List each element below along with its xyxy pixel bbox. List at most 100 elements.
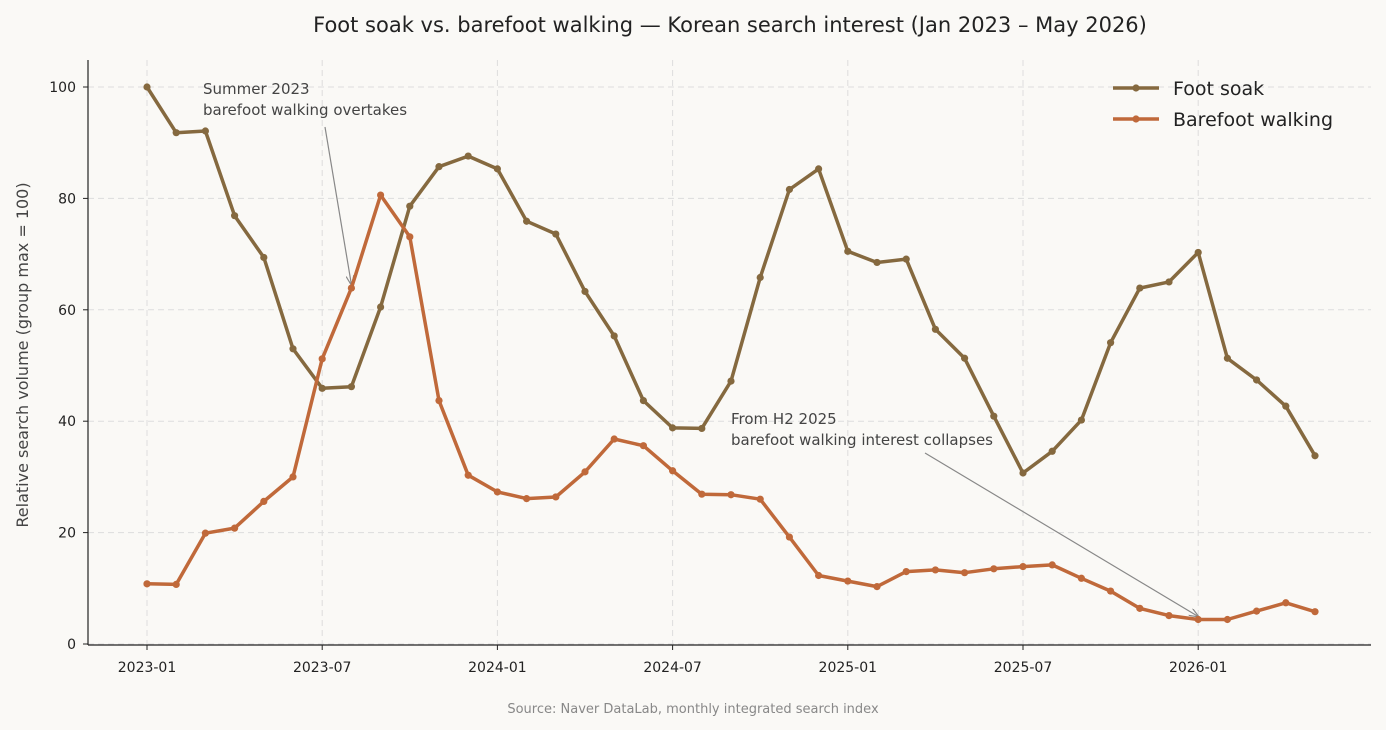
data-point bbox=[931, 566, 940, 574]
data-point bbox=[931, 325, 940, 333]
data-point bbox=[406, 233, 414, 241]
x-tick-label: 2026-01 bbox=[1169, 660, 1228, 676]
data-point bbox=[1136, 284, 1144, 292]
x-tick-label: 2025-07 bbox=[994, 660, 1053, 676]
data-point bbox=[669, 424, 677, 432]
data-point bbox=[698, 424, 706, 433]
data-point bbox=[1253, 376, 1261, 384]
data-point bbox=[844, 247, 852, 255]
data-point bbox=[172, 129, 180, 137]
data-point bbox=[347, 383, 355, 391]
data-point bbox=[639, 396, 648, 405]
data-point bbox=[143, 83, 151, 91]
y-tick-label: 20 bbox=[58, 526, 76, 542]
x-tick-label: 2024-01 bbox=[468, 660, 527, 676]
legend-swatch-marker bbox=[1132, 115, 1140, 123]
data-point bbox=[435, 163, 443, 171]
axes: 0 20 40 60 80 100 2023-01 2023-07 2024-01 2024-07… bbox=[49, 60, 1371, 676]
data-point bbox=[1165, 611, 1173, 620]
annotation-arrow bbox=[324, 126, 351, 285]
data-point bbox=[1107, 587, 1115, 595]
legend: Foot soak Barefoot walking bbox=[1113, 78, 1333, 131]
x-tick-label: 2023-01 bbox=[118, 660, 177, 676]
data-point bbox=[669, 467, 677, 475]
data-point bbox=[347, 284, 355, 292]
data-point bbox=[1282, 402, 1290, 410]
chart-title: Foot soak vs. barefoot walking — Korean … bbox=[313, 13, 1147, 37]
data-point bbox=[493, 165, 501, 173]
annotation-text: Summer 2023 bbox=[203, 80, 310, 98]
data-point bbox=[581, 287, 589, 296]
annotation-text: barefoot walking overtakes bbox=[203, 101, 407, 119]
data-point bbox=[1223, 354, 1231, 362]
y-tick-label: 0 bbox=[67, 637, 76, 653]
data-point bbox=[289, 345, 297, 353]
data-point bbox=[552, 230, 560, 238]
data-point bbox=[756, 273, 764, 282]
x-tick-label: 2023-07 bbox=[293, 660, 352, 676]
grid bbox=[88, 60, 1371, 645]
data-point bbox=[902, 255, 910, 263]
data-point bbox=[552, 493, 560, 501]
x-tick-label: 2025-01 bbox=[819, 660, 878, 676]
data-point bbox=[143, 580, 151, 588]
data-point bbox=[1048, 447, 1056, 455]
annotation-text: From H2 2025 bbox=[731, 410, 837, 428]
data-point bbox=[610, 435, 618, 443]
data-point bbox=[523, 495, 531, 503]
data-point bbox=[1194, 615, 1202, 624]
series-layer bbox=[143, 83, 1319, 624]
data-point bbox=[201, 529, 209, 537]
data-point bbox=[727, 491, 735, 499]
data-point bbox=[377, 191, 385, 199]
data-point bbox=[727, 377, 735, 385]
data-point bbox=[172, 580, 180, 589]
data-point bbox=[406, 202, 414, 210]
data-point bbox=[1136, 604, 1144, 612]
data-point bbox=[464, 471, 472, 479]
data-point bbox=[990, 412, 998, 420]
series-barefoot-walking bbox=[143, 191, 1319, 624]
data-point bbox=[231, 524, 239, 532]
data-point bbox=[464, 152, 472, 160]
data-point bbox=[1107, 339, 1115, 347]
annotation-arrow bbox=[924, 452, 1198, 616]
legend-label: Barefoot walking bbox=[1173, 109, 1333, 131]
legend-label: Foot soak bbox=[1173, 78, 1264, 100]
data-point bbox=[1165, 278, 1173, 286]
data-point bbox=[990, 565, 998, 573]
data-point bbox=[1311, 608, 1319, 616]
y-tick-label: 40 bbox=[58, 414, 76, 430]
data-point bbox=[610, 332, 618, 340]
data-point bbox=[493, 488, 501, 496]
y-tick-label: 80 bbox=[58, 191, 76, 207]
data-point bbox=[756, 495, 764, 503]
series-foot-soak bbox=[143, 83, 1319, 477]
data-point bbox=[873, 583, 881, 591]
data-point bbox=[318, 355, 326, 363]
data-point bbox=[785, 185, 794, 194]
data-point bbox=[639, 442, 648, 450]
data-point bbox=[523, 217, 531, 225]
data-point bbox=[1077, 416, 1085, 424]
data-point bbox=[815, 165, 823, 173]
data-point bbox=[1019, 562, 1027, 571]
source-note: Source: Naver DataLab, monthly integrate… bbox=[507, 702, 879, 717]
data-point bbox=[961, 569, 969, 577]
x-tick-label: 2024-07 bbox=[643, 660, 702, 676]
y-tick-label: 100 bbox=[49, 80, 76, 96]
y-axis-title: Relative search volume (group max = 100) bbox=[13, 182, 32, 527]
data-point bbox=[260, 497, 268, 506]
data-point bbox=[902, 567, 910, 576]
data-point bbox=[785, 533, 794, 541]
data-point bbox=[201, 127, 209, 135]
data-point bbox=[815, 571, 823, 580]
data-point bbox=[1282, 599, 1290, 607]
data-point bbox=[435, 396, 443, 405]
annotation: Summer 2023 barefoot walking overtakes bbox=[203, 80, 407, 285]
legend-swatch-marker bbox=[1132, 84, 1140, 92]
data-point bbox=[1311, 452, 1319, 460]
data-point bbox=[1077, 574, 1085, 582]
